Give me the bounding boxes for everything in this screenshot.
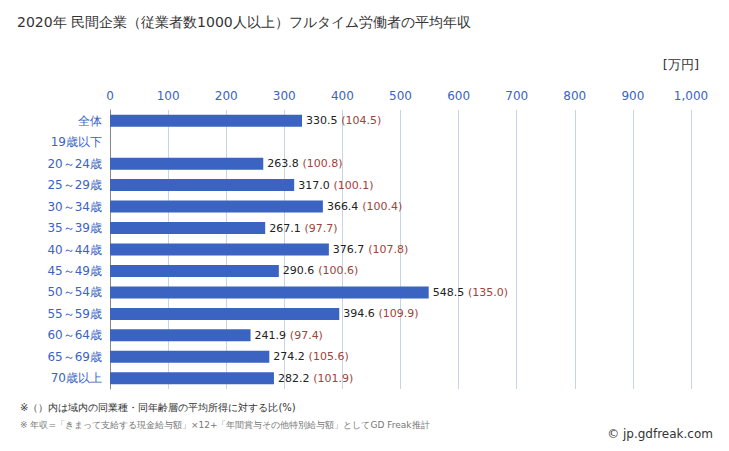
svg-text:300: 300	[273, 89, 296, 103]
svg-text:0: 0	[106, 89, 114, 103]
svg-text:900: 900	[621, 89, 644, 103]
svg-text:366.4: 366.4	[327, 200, 359, 213]
svg-text:© jp.gdfreak.com: © jp.gdfreak.com	[607, 427, 713, 441]
svg-text:70歳以上: 70歳以上	[51, 371, 102, 385]
svg-text:65～69歳: 65～69歳	[47, 350, 102, 364]
svg-text:50～54歳: 50～54歳	[47, 285, 102, 299]
svg-text:1,000: 1,000	[674, 89, 708, 103]
svg-text:※（）内は域内の同業種・同年齢層の平均所得に対する比(%): ※（）内は域内の同業種・同年齢層の平均所得に対する比(%)	[20, 402, 296, 413]
svg-text:(100.1): (100.1)	[333, 179, 373, 192]
svg-text:30～34歳: 30～34歳	[47, 200, 102, 214]
svg-text:267.1: 267.1	[269, 222, 301, 235]
svg-text:(100.8): (100.8)	[303, 157, 343, 170]
svg-text:(97.7): (97.7)	[304, 222, 337, 235]
svg-text:25～29歳: 25～29歳	[47, 178, 102, 192]
svg-text:(97.4): (97.4)	[290, 329, 323, 342]
svg-text:263.8: 263.8	[267, 157, 299, 170]
svg-text:400: 400	[331, 89, 354, 103]
svg-text:(107.8): (107.8)	[368, 243, 408, 256]
svg-text:282.2: 282.2	[278, 372, 310, 385]
svg-text:200: 200	[215, 89, 238, 103]
svg-text:600: 600	[447, 89, 470, 103]
svg-text:(105.6): (105.6)	[309, 350, 349, 363]
svg-text:45～49歳: 45～49歳	[47, 264, 102, 278]
svg-text:※ 年収=「きまって支給する現金給与額」×12+「年間賞与そ: ※ 年収=「きまって支給する現金給与額」×12+「年間賞与その他特別給与額」とし…	[20, 420, 430, 430]
svg-text:317.0: 317.0	[298, 179, 330, 192]
svg-text:548.5: 548.5	[433, 286, 465, 299]
svg-text:(101.9): (101.9)	[313, 372, 353, 385]
svg-text:700: 700	[505, 89, 528, 103]
svg-text:241.9: 241.9	[255, 329, 286, 342]
svg-text:60～64歳: 60～64歳	[47, 328, 102, 342]
svg-text:(104.5): (104.5)	[341, 114, 381, 127]
svg-text:(109.9): (109.9)	[379, 307, 419, 320]
svg-text:55～59歳: 55～59歳	[47, 307, 102, 321]
svg-text:376.7: 376.7	[333, 243, 365, 256]
svg-text:290.6: 290.6	[283, 264, 315, 277]
svg-text:330.5: 330.5	[306, 114, 338, 127]
svg-text:(135.0): (135.0)	[468, 286, 508, 299]
svg-text:500: 500	[389, 89, 412, 103]
svg-text:20～24歳: 20～24歳	[47, 157, 102, 171]
svg-text:394.6: 394.6	[343, 307, 375, 320]
svg-text:800: 800	[563, 89, 586, 103]
svg-text:35～39歳: 35～39歳	[47, 221, 102, 235]
svg-text:274.2: 274.2	[273, 350, 305, 363]
svg-text:(100.6): (100.6)	[318, 264, 358, 277]
svg-text:全体: 全体	[78, 114, 102, 128]
svg-text:40～44歳: 40～44歳	[47, 243, 102, 257]
svg-text:100: 100	[157, 89, 180, 103]
svg-text:[万円]: [万円]	[663, 57, 699, 72]
svg-text:19歳以下: 19歳以下	[51, 135, 102, 149]
svg-text:2020年 民間企業（従業者数1000人以上）フルタイム労働: 2020年 民間企業（従業者数1000人以上）フルタイム労働者の平均年収	[17, 14, 471, 30]
svg-text:(100.4): (100.4)	[362, 200, 402, 213]
